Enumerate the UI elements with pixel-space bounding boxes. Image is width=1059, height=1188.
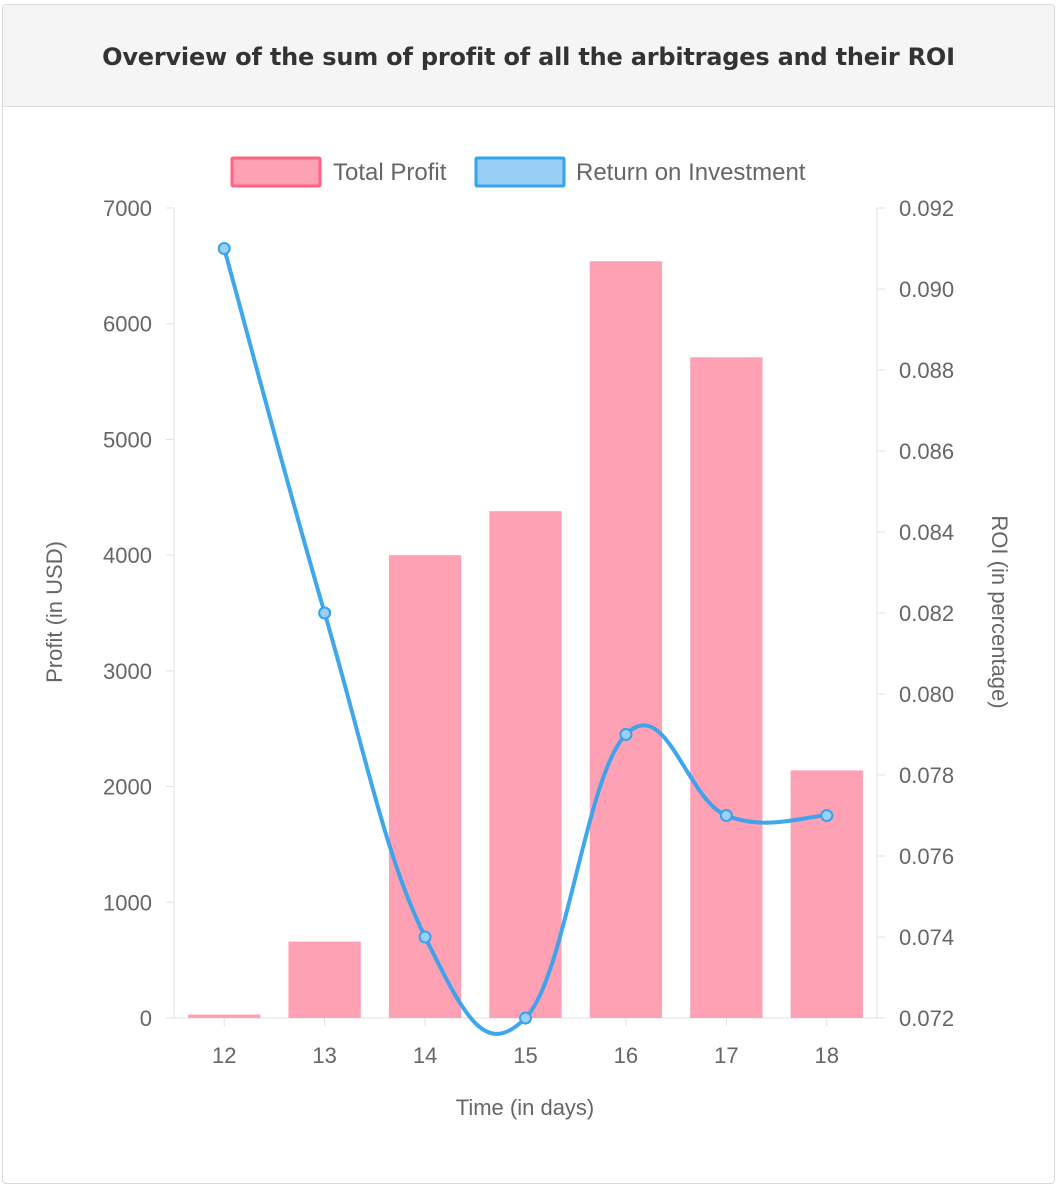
roi-point[interactable] — [820, 809, 834, 822]
profit-bar[interactable] — [589, 261, 663, 1018]
legend-label-roi[interactable]: Return on Investment — [576, 159, 806, 186]
y-tick-label: 4000 — [103, 543, 152, 568]
y-tick-label: 6000 — [103, 312, 152, 337]
y-tick-label: 5000 — [103, 427, 152, 452]
x-tick-label: 14 — [413, 1043, 437, 1068]
y-tick-label: 7000 — [103, 196, 152, 221]
profit-bar[interactable] — [388, 555, 462, 1018]
legend-swatch-roi[interactable] — [474, 156, 566, 188]
roi-point[interactable] — [418, 930, 432, 944]
roi-line-path — [222, 247, 827, 1036]
profit-bar[interactable] — [790, 770, 863, 1018]
y2-tick-label: 0.078 — [899, 763, 954, 788]
y2-tick-label: 0.086 — [899, 439, 954, 464]
x-tick-label: 13 — [312, 1043, 336, 1068]
roi-point[interactable] — [217, 242, 231, 255]
y2-tick-label: 0.082 — [899, 601, 954, 626]
roi-point[interactable] — [318, 606, 332, 620]
chart-title: Overview of the sum of profit of all the… — [102, 42, 955, 71]
legend-label-total-profit[interactable]: Total Profit — [333, 159, 447, 186]
x-axis-title: Time (in days) — [456, 1095, 595, 1120]
legend-swatch-total-profit[interactable] — [230, 156, 322, 188]
y2-tick-label: 0.080 — [899, 682, 954, 707]
y2-axis-title: ROI (in percentage) — [987, 515, 1012, 708]
y2-tick-label: 0.088 — [899, 358, 954, 383]
y-tick-label: 1000 — [103, 890, 152, 915]
roi-point[interactable] — [519, 1011, 532, 1025]
x-tick-label: 16 — [614, 1043, 638, 1068]
x-tick-label: 15 — [513, 1043, 537, 1068]
y2-tick-label: 0.084 — [899, 520, 954, 545]
profit-bar[interactable] — [288, 941, 361, 1018]
profit-bar[interactable] — [188, 1014, 261, 1018]
y-tick-label: 0 — [140, 1006, 152, 1031]
chart-legend: Total Profit Return on Investment — [230, 156, 806, 188]
y2-tick-label: 0.092 — [899, 196, 954, 221]
y-axis-title: Profit (in USD) — [42, 541, 67, 683]
y2-tick-label: 0.090 — [899, 277, 954, 302]
roi-point[interactable] — [619, 728, 633, 741]
y2-tick-label: 0.072 — [899, 1006, 954, 1031]
profit-bar[interactable] — [489, 511, 562, 1018]
x-tick-label: 17 — [714, 1043, 738, 1068]
x-tick-label: 18 — [815, 1043, 839, 1068]
roi-point[interactable] — [719, 809, 733, 822]
profit-bars — [188, 261, 863, 1018]
y2-tick-label: 0.074 — [899, 925, 954, 950]
y-tick-label: 2000 — [103, 775, 152, 800]
y-tick-label: 3000 — [103, 659, 152, 684]
x-tick-label: 12 — [212, 1043, 236, 1068]
roi-line — [217, 242, 834, 1036]
y2-tick-label: 0.076 — [899, 844, 954, 869]
profit-bar[interactable] — [690, 357, 763, 1018]
card-header: Overview of the sum of profit of all the… — [3, 5, 1054, 107]
